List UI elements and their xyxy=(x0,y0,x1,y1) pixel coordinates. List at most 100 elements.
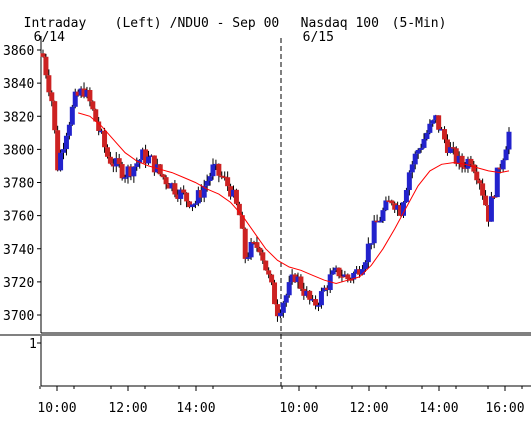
candle-up xyxy=(365,243,371,263)
candle-up xyxy=(286,282,292,296)
candle-down xyxy=(272,282,278,305)
candle-up xyxy=(99,130,105,133)
candle-up xyxy=(231,189,237,197)
candle-down xyxy=(436,115,442,130)
candle-down xyxy=(444,139,450,153)
candle-up xyxy=(368,243,374,245)
candle-down xyxy=(187,201,193,208)
candle-down xyxy=(216,163,222,176)
candle-up xyxy=(418,147,424,150)
candle-down xyxy=(107,156,113,164)
candle-down xyxy=(374,220,380,223)
candle-down xyxy=(75,91,81,96)
candle-down xyxy=(389,200,395,204)
y-tick-label: 3740 xyxy=(3,243,34,258)
candle-down xyxy=(87,90,93,102)
x-tick-label: 14:00 xyxy=(176,401,215,416)
y-tick-label: 3820 xyxy=(3,110,34,125)
candle-down xyxy=(468,158,474,165)
candle-up xyxy=(362,262,368,270)
candle-up xyxy=(315,305,321,307)
candle-up xyxy=(137,159,143,164)
candle-down xyxy=(236,203,242,216)
header-instrument: /NDU0 - Sep 00 xyxy=(169,16,280,31)
candle-up xyxy=(421,138,427,148)
candle-up xyxy=(178,189,184,199)
candle-up xyxy=(406,172,412,191)
candle-down xyxy=(143,149,149,164)
candle-down xyxy=(151,155,157,173)
candle-down xyxy=(474,171,480,181)
header-axis-side: (Left) xyxy=(114,16,162,31)
candle-down xyxy=(184,192,190,202)
candle-up xyxy=(383,200,389,211)
candle-down xyxy=(225,177,231,187)
candle-down xyxy=(116,158,122,165)
candle-down xyxy=(477,180,483,184)
candle-up xyxy=(192,203,198,205)
candle-down xyxy=(485,205,491,222)
candle-up xyxy=(113,158,119,167)
candle-down xyxy=(357,269,363,275)
candle-down xyxy=(345,274,351,280)
header-instrument-wrap: /NDU0 - Sep 00 xyxy=(154,3,280,31)
candle-up xyxy=(371,220,377,244)
y-axis: 3700 3720 3740 3760 3780 3800 3820 3840 3860 xyxy=(3,44,41,324)
candle-up xyxy=(506,131,512,150)
candle-up xyxy=(403,190,409,203)
candle-up xyxy=(248,241,254,258)
candle-up xyxy=(494,167,500,198)
candle-up xyxy=(330,270,336,275)
candle-down xyxy=(263,260,269,271)
candle-down xyxy=(52,101,58,131)
candle-up xyxy=(201,185,207,198)
candle-up xyxy=(412,153,418,165)
candle-up xyxy=(304,290,310,296)
y-tick-label: 3720 xyxy=(3,276,34,291)
candle-down xyxy=(459,155,465,168)
candle-up xyxy=(380,210,386,221)
candle-up xyxy=(447,147,453,153)
candle-down xyxy=(55,130,61,171)
candle-down xyxy=(110,163,116,167)
candle-down xyxy=(483,195,489,206)
candle-up xyxy=(204,180,210,186)
candle-down xyxy=(160,174,166,178)
day2-label-wrap: 6/15 xyxy=(287,17,334,45)
day2-label: 6/15 xyxy=(302,30,334,45)
candle-down xyxy=(442,129,448,140)
candle-up xyxy=(72,91,78,107)
candle-up xyxy=(245,257,251,259)
candle-up xyxy=(500,160,506,170)
candle-down xyxy=(166,184,172,189)
candle-up xyxy=(195,190,201,204)
candle-up xyxy=(395,205,401,210)
candle-down xyxy=(386,200,392,202)
candle-up xyxy=(66,124,72,136)
x-tick-label: 10:00 xyxy=(279,401,318,416)
candle-down xyxy=(254,242,260,248)
candle-up xyxy=(415,149,421,154)
candle-up xyxy=(321,287,327,292)
header-label: Intraday xyxy=(23,16,87,31)
candle-up xyxy=(400,202,406,216)
candle-up xyxy=(310,299,316,301)
chart-header: Intraday xyxy=(8,3,87,31)
candle-up xyxy=(318,291,324,306)
candle-down xyxy=(90,101,96,110)
x-tick-label: 14:00 xyxy=(419,401,458,416)
candle-down xyxy=(480,183,486,196)
candle-up xyxy=(333,267,339,271)
candle-up xyxy=(146,156,152,164)
candle-up xyxy=(131,166,137,177)
candle-down xyxy=(292,274,298,283)
candle-down xyxy=(298,276,304,289)
candle-up xyxy=(207,176,213,181)
candle-up xyxy=(342,274,348,277)
volume-panel: 1 xyxy=(29,337,41,352)
candle-up xyxy=(210,164,216,177)
candle-down xyxy=(81,88,87,97)
candle-down xyxy=(233,189,239,204)
x-tick-label: 10:00 xyxy=(37,401,76,416)
y-tick-label: 3800 xyxy=(3,143,34,158)
